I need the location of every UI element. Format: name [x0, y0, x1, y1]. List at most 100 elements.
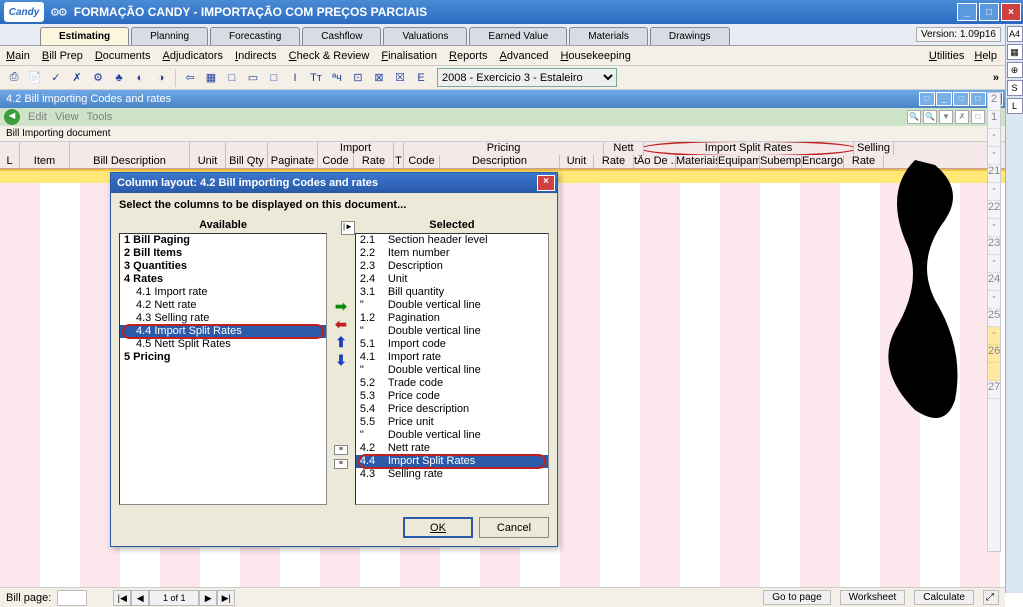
toolbar-btn-0[interactable]: ⎙ — [4, 68, 24, 88]
submenu-view[interactable]: View — [55, 111, 79, 123]
submenu-tools[interactable]: Tools — [87, 111, 113, 123]
col-bill-qty[interactable]: Bill Qty — [226, 155, 268, 168]
worksheet-button[interactable]: Worksheet — [840, 590, 906, 605]
tab-valuations[interactable]: Valuations — [383, 27, 467, 45]
available-listbox[interactable]: 1 Bill Paging2 Bill Items3 Quantities4 R… — [119, 233, 327, 505]
available-item[interactable]: 4.4 Import Split Rates — [120, 325, 326, 338]
subwin-btn-3[interactable]: □ — [970, 92, 986, 106]
toolbar-btn-19[interactable]: ☒ — [390, 68, 410, 88]
selected-item[interactable]: "Double vertical line — [356, 429, 548, 442]
col-item[interactable]: Item — [20, 155, 70, 168]
selected-item[interactable]: "Double vertical line — [356, 299, 548, 312]
selected-item[interactable]: 5.2Trade code — [356, 377, 548, 390]
toolbar-btn-4[interactable]: ⚙ — [88, 68, 108, 88]
gutter-item-0[interactable]: A4 — [1007, 26, 1023, 42]
col-split-0[interactable]: tÃo De ... — [634, 155, 676, 168]
toolbar-btn-12[interactable]: ▭ — [243, 68, 263, 88]
menu-advanced[interactable]: Advanced — [500, 50, 549, 62]
subwin-tool-1[interactable]: 🔍 — [923, 110, 937, 124]
project-dropdown[interactable]: 2008 - Exercicio 3 - Estaleiro — [437, 68, 617, 87]
selected-item[interactable]: 4.3Selling rate — [356, 468, 548, 481]
toolbar-btn-9[interactable]: ⇦ — [180, 68, 200, 88]
col-pricing-0[interactable]: T — [394, 155, 404, 168]
toolbar-btn-14[interactable]: I — [285, 68, 305, 88]
nav-2[interactable]: ▶ — [199, 590, 217, 606]
toolbar-btn-3[interactable]: ✗ — [67, 68, 87, 88]
menu-adjudicators[interactable]: Adjudicators — [162, 50, 223, 62]
col-pricing-1[interactable]: Code — [404, 155, 440, 168]
toolbar-btn-1[interactable]: 📄 — [25, 68, 45, 88]
available-item[interactable]: 3 Quantities — [120, 260, 326, 273]
menu-main[interactable]: Main — [6, 50, 30, 62]
ok-button[interactable]: OK — [403, 517, 473, 538]
tab-drawings[interactable]: Drawings — [650, 27, 730, 45]
tab-earned-value[interactable]: Earned Value — [469, 27, 567, 45]
menu-check-review[interactable]: Check & Review — [289, 50, 370, 62]
toolbar-btn-20[interactable]: E — [411, 68, 431, 88]
goto-page-button[interactable]: Go to page — [763, 590, 830, 605]
col-import-code[interactable]: Code — [318, 155, 354, 168]
nav-3[interactable]: ▶| — [217, 590, 235, 606]
subwin-tool-4[interactable]: □ — [971, 110, 985, 124]
available-item[interactable]: 4.3 Selling rate — [120, 312, 326, 325]
toolbar-btn-7[interactable]: ◑ — [151, 68, 171, 88]
subwin-tool-0[interactable]: 🔍 — [907, 110, 921, 124]
toolbar-btn-18[interactable]: ⊠ — [369, 68, 389, 88]
gutter-item-4[interactable]: L — [1007, 98, 1023, 114]
tab-planning[interactable]: Planning — [131, 27, 208, 45]
subwin-btn-2[interactable]: □ — [953, 92, 969, 106]
toolbar-chevron[interactable]: » — [993, 72, 999, 84]
col-nett-rate[interactable]: Rate — [594, 155, 634, 168]
close-button[interactable]: × — [1001, 3, 1021, 21]
subwin-tool-3[interactable]: ✗ — [955, 110, 969, 124]
remove-button[interactable]: ⬅ — [333, 317, 349, 333]
col-l[interactable]: L — [0, 155, 20, 168]
col-split-1[interactable]: Materiais — [676, 155, 718, 168]
selected-item[interactable]: "Double vertical line — [356, 364, 548, 377]
selected-item[interactable]: 3.1Bill quantity — [356, 286, 548, 299]
selected-item[interactable]: 1.2Pagination — [356, 312, 548, 325]
col-split-3[interactable]: Subempr... — [760, 155, 802, 168]
available-item[interactable]: 1 Bill Paging — [120, 234, 326, 247]
selected-item[interactable]: "Double vertical line — [356, 325, 548, 338]
available-item[interactable]: 4 Rates — [120, 273, 326, 286]
menu-documents[interactable]: Documents — [95, 50, 151, 62]
tab-cashflow[interactable]: Cashflow — [302, 27, 381, 45]
toolbar-btn-17[interactable]: ⊡ — [348, 68, 368, 88]
bottom-tiny-1[interactable]: ≡ — [334, 445, 348, 455]
selected-item[interactable]: 2.2Item number — [356, 247, 548, 260]
toolbar-btn-11[interactable]: □ — [222, 68, 242, 88]
toolbar-btn-13[interactable]: □ — [264, 68, 284, 88]
selected-item[interactable]: 2.3Description — [356, 260, 548, 273]
available-item[interactable]: 4.2 Nett rate — [120, 299, 326, 312]
cancel-button[interactable]: Cancel — [479, 517, 549, 538]
menu-housekeeping[interactable]: Housekeeping — [560, 50, 630, 62]
selected-listbox[interactable]: 2.1Section header level2.2Item number2.3… — [355, 233, 549, 505]
calculate-button[interactable]: Calculate — [914, 590, 974, 605]
menu-finalisation[interactable]: Finalisation — [381, 50, 437, 62]
nav-1[interactable]: ◀ — [131, 590, 149, 606]
add-button[interactable]: ➡ — [333, 299, 349, 315]
selected-item[interactable]: 5.5Price unit — [356, 416, 548, 429]
menu-indirects[interactable]: Indirects — [235, 50, 277, 62]
gutter-item-2[interactable]: ⊕ — [1007, 62, 1023, 78]
col-selling-rate[interactable]: Rate — [844, 155, 884, 168]
col-pricing-2[interactable]: Description — [440, 155, 560, 168]
available-item[interactable]: 4.1 Import rate — [120, 286, 326, 299]
selected-item[interactable]: 4.2Nett rate — [356, 442, 548, 455]
selected-item[interactable]: 4.1Import rate — [356, 351, 548, 364]
tab-estimating[interactable]: Estimating — [40, 27, 129, 45]
toolbar-btn-5[interactable]: ♣ — [109, 68, 129, 88]
maximize-button[interactable]: □ — [979, 3, 999, 21]
dialog-close-button[interactable]: × — [537, 175, 555, 191]
back-icon[interactable]: ◄ — [4, 109, 20, 125]
col-pricing-3[interactable]: Unit — [560, 155, 594, 168]
available-item[interactable]: 4.5 Nett Split Rates — [120, 338, 326, 351]
toolbar-btn-15[interactable]: Tт — [306, 68, 326, 88]
selected-item[interactable]: 2.1Section header level — [356, 234, 548, 247]
toolbar-btn-16[interactable]: ªч — [327, 68, 347, 88]
toolbar-btn-6[interactable]: ◐ — [130, 68, 150, 88]
available-item[interactable]: 5 Pricing — [120, 351, 326, 364]
gutter-item-3[interactable]: S — [1007, 80, 1023, 96]
minimize-button[interactable]: _ — [957, 3, 977, 21]
